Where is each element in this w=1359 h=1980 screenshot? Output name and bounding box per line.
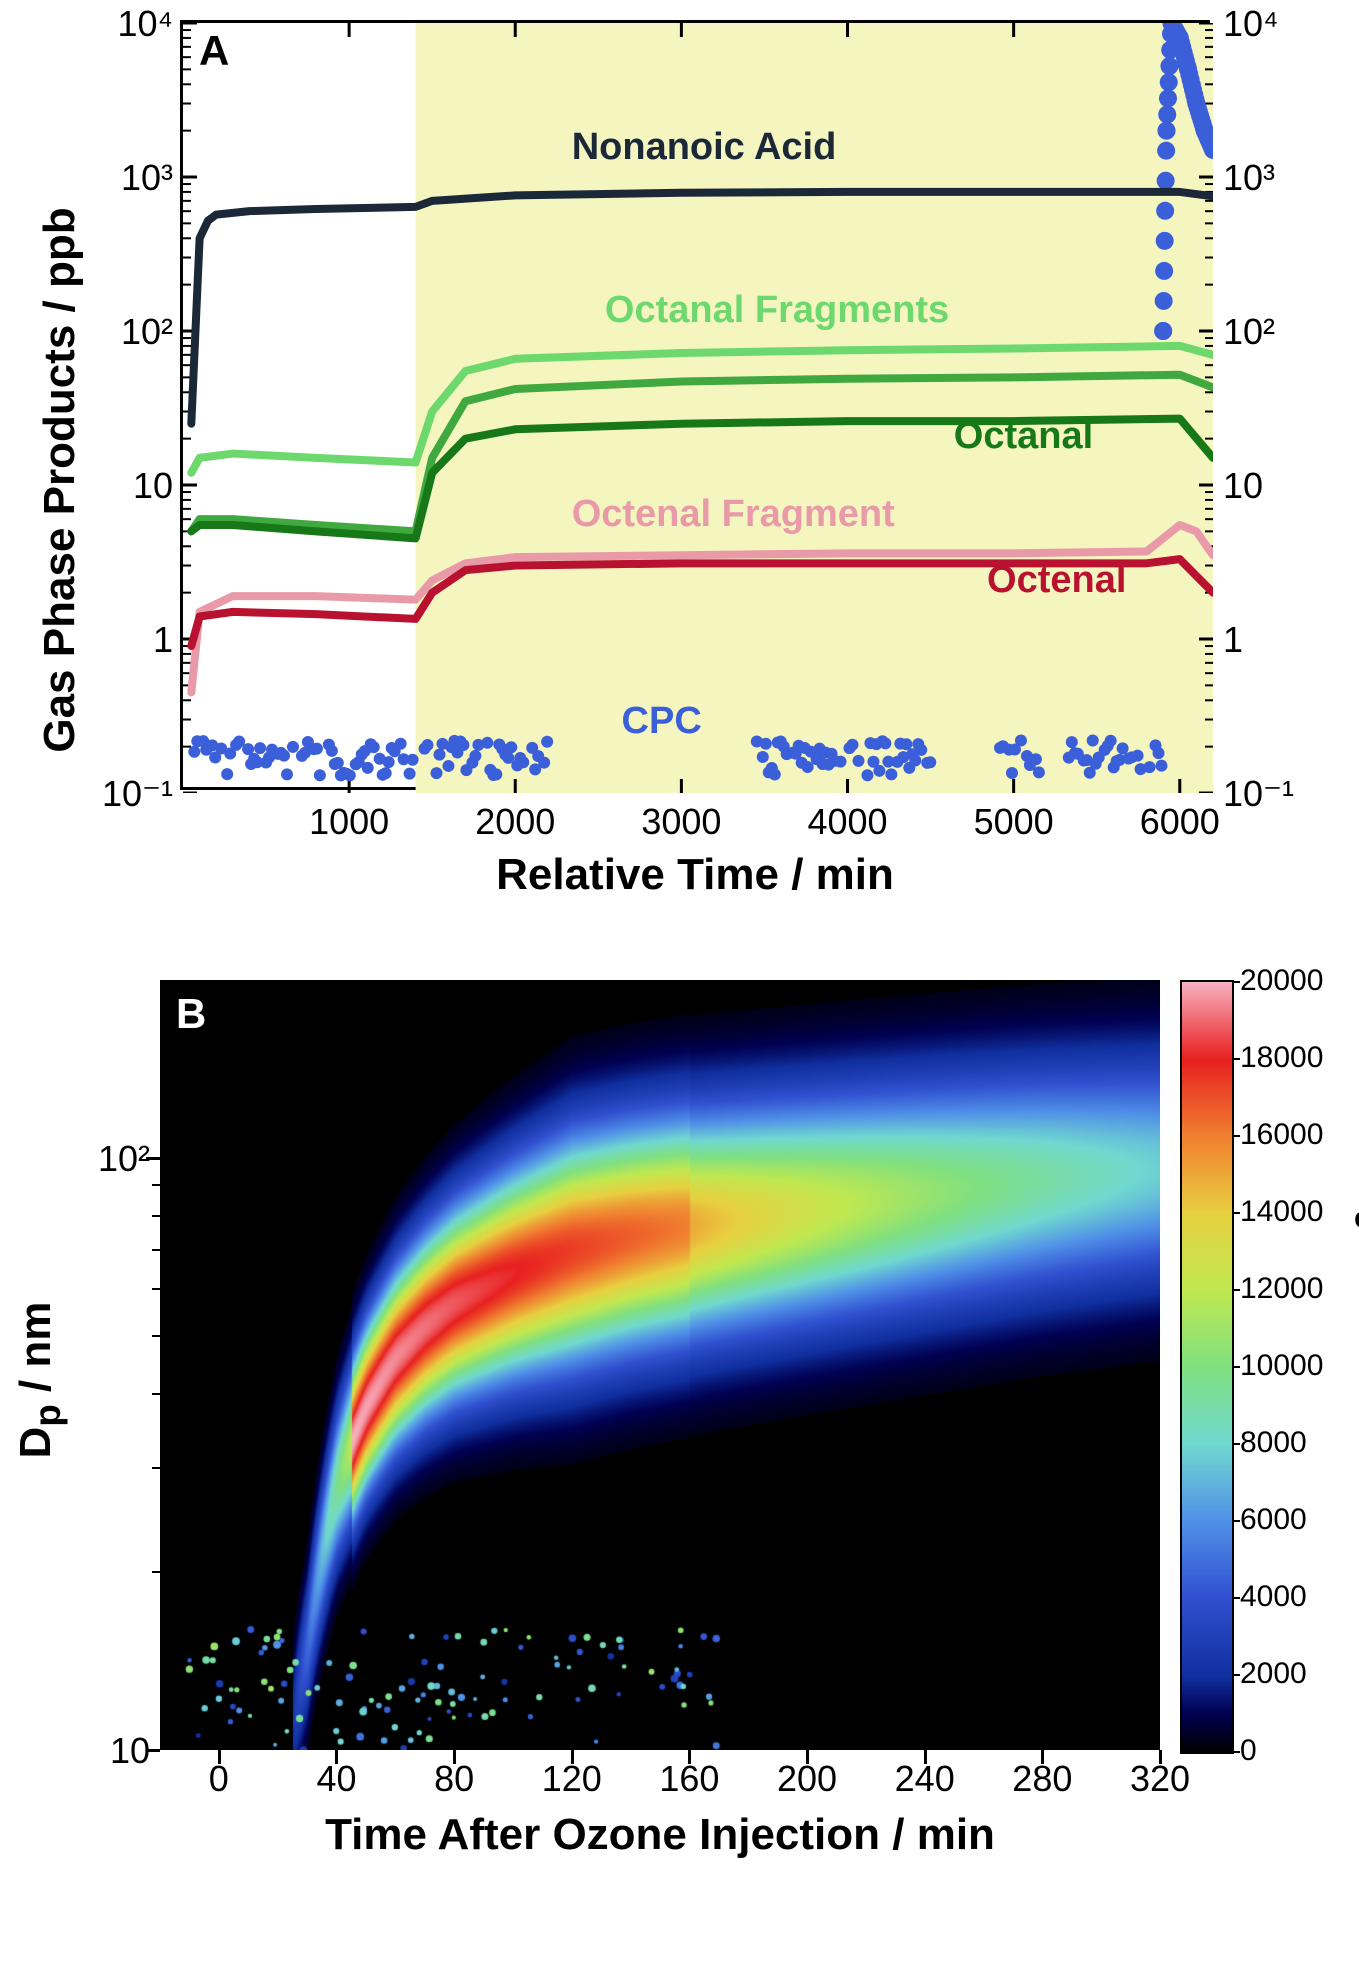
colorbar-tick: 2000 xyxy=(1240,1657,1307,1691)
panel-a-ytick-right: 10⁴ xyxy=(1223,3,1279,45)
panel-a-ytick-left: 10² xyxy=(93,311,173,353)
panel-b-xlabel: Time After Ozone Injection / min xyxy=(160,1810,1160,1860)
panel-b-xtick: 240 xyxy=(890,1758,960,1800)
colorbar-tick: 20000 xyxy=(1240,964,1323,998)
panel-a-xtick: 6000 xyxy=(1130,801,1230,843)
series-label-cpc: CPC xyxy=(622,700,702,743)
panel-a-ytick-left: 10 xyxy=(93,465,173,507)
panel-b-xtick: 200 xyxy=(772,1758,842,1800)
colorbar-tick: 6000 xyxy=(1240,1503,1307,1537)
panel-a-xtick: 4000 xyxy=(798,801,898,843)
panel-a-xtick: 1000 xyxy=(299,801,399,843)
panel-b-xtick: 280 xyxy=(1007,1758,1077,1800)
series-label-octenal-fragment: Octenal Fragment xyxy=(572,493,895,536)
panel-b-ytick: 10² xyxy=(80,1138,150,1180)
panel-a-plot-area: A 10⁻¹10⁻¹11101010²10²10³10³10⁴10⁴100020… xyxy=(180,20,1210,790)
series-label-octanal-fragments: Octanal Fragments xyxy=(605,289,949,332)
panel-a-ytick-left: 10³ xyxy=(93,157,173,199)
panel-a-xtick: 3000 xyxy=(631,801,731,843)
colorbar-tick: 16000 xyxy=(1240,1118,1323,1152)
panel-b-colorbar: 0200040006000800010000120001400016000180… xyxy=(1180,980,1234,1754)
panel-a-ytick-right: 10² xyxy=(1223,311,1275,353)
colorbar-tick: 0 xyxy=(1240,1734,1257,1768)
panel-a-ytick-right: 1 xyxy=(1223,619,1243,661)
colorbar-tick: 10000 xyxy=(1240,1349,1323,1383)
panel-b-ylabel: Dp / nm xyxy=(11,1080,69,1680)
series-label-octanal: Octanal xyxy=(954,415,1093,458)
colorbar-tick: 4000 xyxy=(1240,1580,1307,1614)
panel-a-ytick-right: 10 xyxy=(1223,465,1263,507)
panel-b-xtick: 120 xyxy=(537,1758,607,1800)
panel-b-xtick: 80 xyxy=(419,1758,489,1800)
panel-a-xlabel: Relative Time / min xyxy=(180,850,1210,900)
panel-a-ytick-left: 10⁻¹ xyxy=(93,773,173,815)
panel-b-xtick: 0 xyxy=(184,1758,254,1800)
panel-a-ytick-left: 10⁴ xyxy=(93,3,173,45)
panel-a: Gas Phase Products / ppb Np / cm-3 A 10⁻… xyxy=(20,20,1359,940)
panel-b-xtick: 40 xyxy=(301,1758,371,1800)
panel-b-plot-area: B 040801201602002402803201010² xyxy=(160,980,1160,1750)
panel-b-xtick: 160 xyxy=(654,1758,724,1800)
panel-a-xtick: 2000 xyxy=(465,801,565,843)
panel-a-ylabel-left: Gas Phase Products / ppb xyxy=(35,130,85,830)
series-label-octenal: Octenal xyxy=(987,559,1126,602)
colorbar-tick: 14000 xyxy=(1240,1195,1323,1229)
series-label-nonanoic-acid: Nonanoic Acid xyxy=(572,126,837,169)
colorbar-tick: 8000 xyxy=(1240,1426,1307,1460)
panel-a-ytick-right: 10⁻¹ xyxy=(1223,773,1294,815)
colorbar-canvas xyxy=(1182,982,1232,1752)
colorbar-tick: 12000 xyxy=(1240,1272,1323,1306)
panel-a-letter: A xyxy=(199,27,229,75)
panel-b-colorbar-label: dNp/dlogDp / cm-3 xyxy=(1349,1030,1359,1730)
panel-b-xtick: 320 xyxy=(1125,1758,1195,1800)
panel-b-ytick: 10 xyxy=(80,1730,150,1772)
panel-a-xtick: 5000 xyxy=(964,801,1064,843)
panel-a-ytick-left: 1 xyxy=(93,619,173,661)
panel-b: Dp / nm B 040801201602002402803201010² 0… xyxy=(20,980,1359,1920)
colorbar-tick: 18000 xyxy=(1240,1041,1323,1075)
panel-a-ytick-right: 10³ xyxy=(1223,157,1275,199)
panel-b-canvas xyxy=(160,980,1160,1750)
panel-b-letter: B xyxy=(176,990,206,1038)
figure-container: Gas Phase Products / ppb Np / cm-3 A 10⁻… xyxy=(20,20,1359,1920)
